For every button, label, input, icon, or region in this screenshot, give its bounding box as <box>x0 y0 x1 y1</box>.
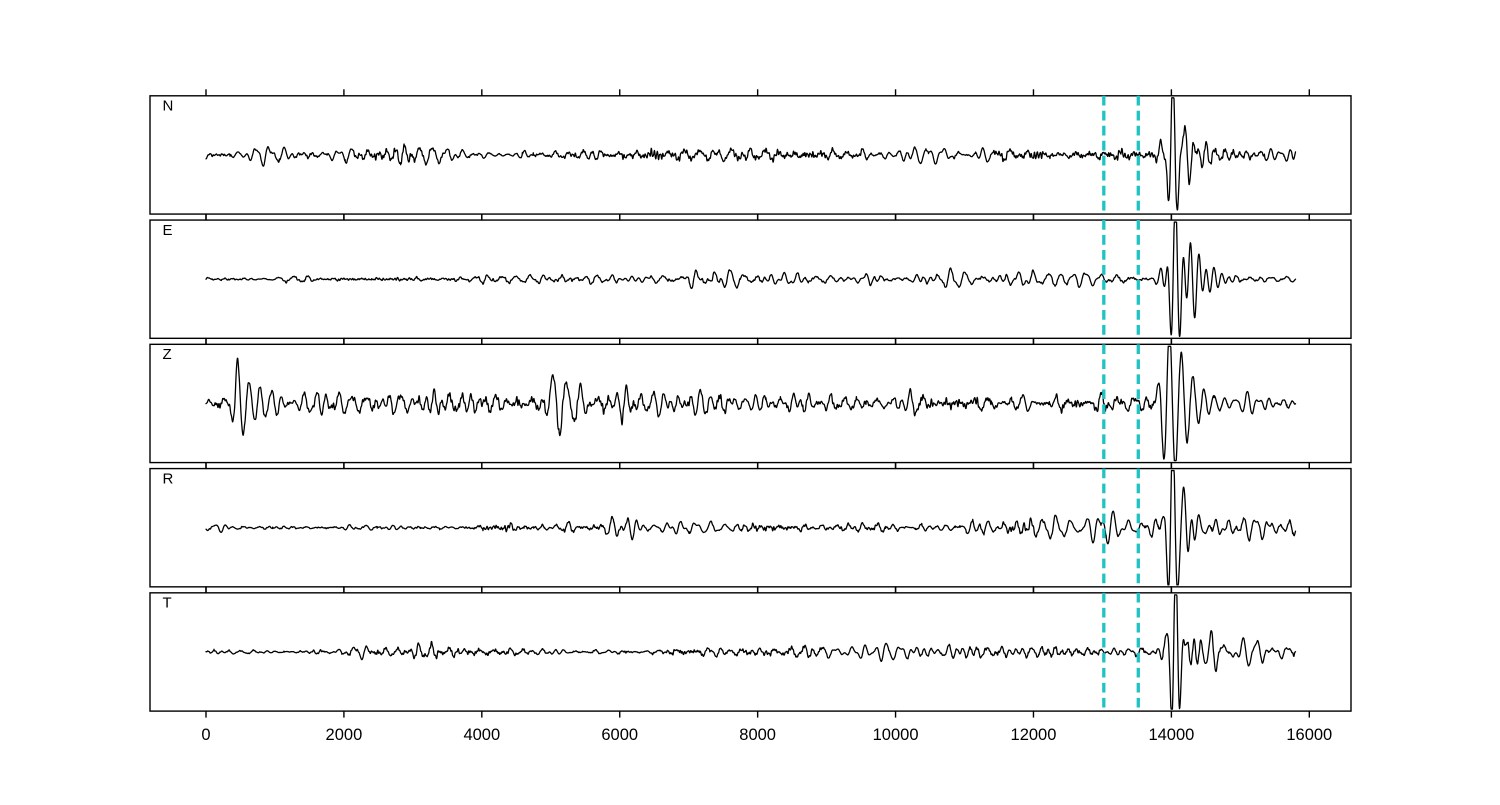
svg-text:12000: 12000 <box>1011 726 1057 744</box>
svg-text:R: R <box>163 470 174 487</box>
svg-text:T: T <box>163 595 172 612</box>
svg-text:Z: Z <box>163 346 172 363</box>
svg-text:10000: 10000 <box>873 726 919 744</box>
svg-text:2000: 2000 <box>326 726 363 744</box>
svg-text:4000: 4000 <box>463 726 500 744</box>
svg-text:16000: 16000 <box>1286 726 1332 744</box>
svg-text:0: 0 <box>201 726 210 744</box>
svg-text:6000: 6000 <box>601 726 638 744</box>
svg-text:8000: 8000 <box>739 726 776 744</box>
svg-text:14000: 14000 <box>1148 726 1194 744</box>
svg-text:N: N <box>163 98 174 115</box>
svg-text:E: E <box>163 222 173 239</box>
